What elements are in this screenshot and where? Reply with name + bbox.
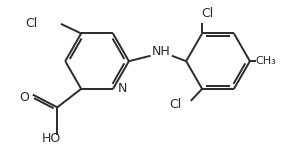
Text: HO: HO	[41, 132, 61, 145]
Text: N: N	[118, 82, 127, 95]
Text: CH₃: CH₃	[255, 56, 276, 66]
Text: Cl: Cl	[169, 98, 181, 111]
Text: Cl: Cl	[202, 7, 214, 20]
Text: Cl: Cl	[25, 17, 37, 30]
Text: O: O	[20, 91, 29, 104]
Text: NH: NH	[151, 45, 170, 58]
